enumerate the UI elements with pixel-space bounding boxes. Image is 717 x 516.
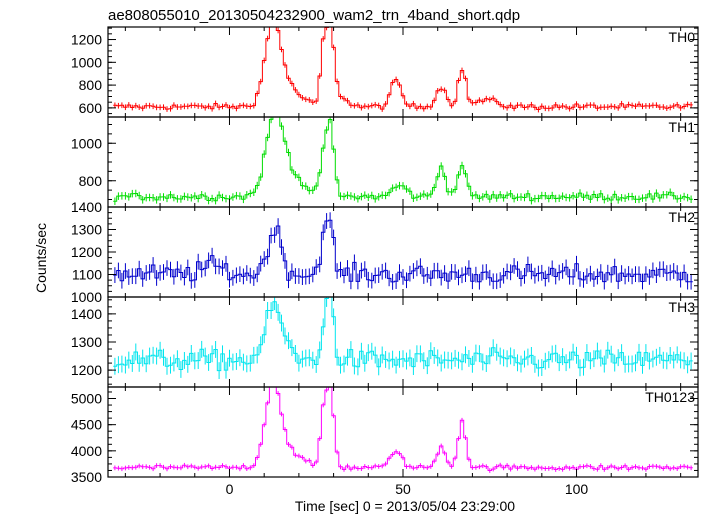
series-th2 — [113, 212, 693, 290]
y-tick-label: 1100 — [72, 267, 102, 283]
chart-title: ae808055010_20130504232900_wam2_trn_4ban… — [108, 7, 520, 24]
y-tick-label: 3500 — [71, 469, 102, 485]
y-tick-label: 1200 — [71, 362, 102, 378]
y-tick-label: 1200 — [71, 32, 102, 48]
panel-th0: 600 800 1000 1200 TH0 — [71, 26, 699, 118]
y-tick-label: 4000 — [71, 443, 102, 459]
panel-th1: 800 1000 TH1 — [71, 116, 699, 208]
panel-frame — [107, 296, 699, 388]
series-line — [113, 219, 693, 283]
series-th3 — [113, 296, 693, 379]
series-th1 — [113, 116, 693, 205]
panel-frame — [107, 116, 699, 208]
y-axis-label: Counts/sec — [33, 223, 49, 293]
y-tick-label: 1300 — [71, 334, 102, 350]
panel-th2: 1000 1100 1200 1300 1400 TH2 — [71, 199, 699, 305]
x-tick-label: 100 — [565, 481, 589, 497]
panel-th0123: 3500 4000 4500 5000 TH0123 — [71, 386, 699, 485]
panel-label: TH1 — [669, 119, 696, 135]
y-tick-label: 4500 — [71, 417, 102, 433]
panel-label: TH0 — [669, 29, 696, 45]
panel-label: TH3 — [669, 299, 696, 315]
panel-label: TH2 — [669, 209, 696, 225]
series-line — [113, 296, 693, 372]
x-axis-label: Time [sec] 0 = 2013/05/04 23:29:00 — [295, 498, 515, 514]
series-line — [113, 116, 693, 202]
series-th0123 — [113, 386, 693, 473]
x-tick-label: 50 — [395, 481, 411, 497]
panel-label: TH0123 — [645, 389, 695, 405]
y-tick-label: 800 — [79, 77, 103, 93]
series-th0 — [113, 26, 693, 113]
y-tick-label: 1300 — [71, 222, 102, 238]
x-axis: 0 50 100 — [226, 481, 589, 497]
y-tick-label: 5000 — [71, 391, 102, 407]
y-tick-label: 1200 — [71, 244, 102, 260]
series-line — [113, 386, 693, 471]
y-tick-label: 1400 — [71, 306, 102, 322]
y-tick-label: 1400 — [71, 199, 102, 215]
x-tick-label: 0 — [226, 481, 234, 497]
y-tick-label: 1000 — [71, 289, 102, 305]
panel-th3: 1200 1300 1400 TH3 — [71, 296, 699, 388]
y-tick-label: 800 — [79, 173, 103, 189]
panel-frame — [107, 386, 699, 478]
panel-frame — [107, 26, 699, 118]
series-line — [113, 26, 693, 110]
y-tick-label: 600 — [79, 100, 103, 116]
y-tick-label: 1000 — [71, 135, 102, 151]
y-tick-label: 1000 — [71, 54, 102, 70]
